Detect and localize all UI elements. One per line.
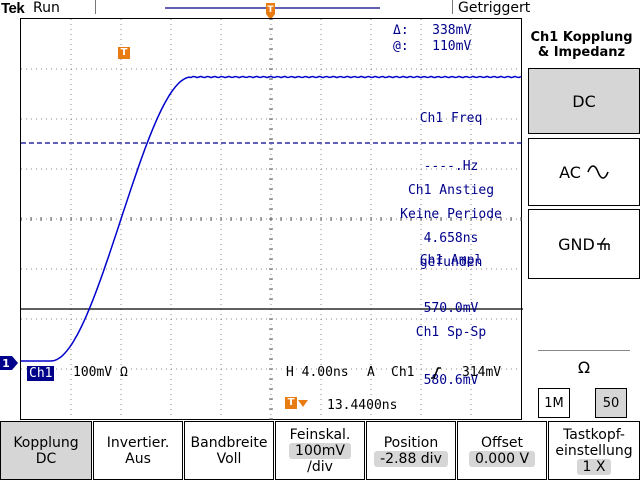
- measurement-freq: Ch1 Freq ----.Hz Keine Periode gefunden: [400, 111, 502, 270]
- arrow-down-icon: [298, 400, 308, 407]
- ch1-waveform: [21, 75, 522, 362]
- channel-scale: 100mV Ω: [73, 365, 128, 380]
- bottom-button-bandwidth[interactable]: Bandbreite Voll: [184, 421, 274, 480]
- bottom-button-offset[interactable]: Offset 0.000 V: [457, 421, 547, 480]
- impedance-label: Ω: [577, 358, 591, 377]
- trigger-source: Ch1: [391, 365, 415, 380]
- bottom-button-fine-scale[interactable]: Feinskal. 100mV /div: [275, 421, 365, 480]
- side-button-gnd[interactable]: GND: [528, 209, 640, 279]
- ch1-badge: Ch1: [27, 366, 55, 381]
- ground-icon: [596, 237, 610, 250]
- side-button-dc[interactable]: DC: [528, 68, 640, 134]
- measurement-rise-time: Ch1 Anstieg 4.658ns: [407, 183, 495, 246]
- waveform-display[interactable]: T Δ: 338mV @: 110mV Ch1 Freq ----.Hz Kei…: [20, 18, 539, 420]
- brand-logo: Tek: [1, 0, 25, 17]
- sine-wave-icon: [587, 165, 609, 179]
- trigger-level: 314mV: [462, 365, 502, 380]
- cursor-at-readout: @: 110mV: [393, 39, 472, 54]
- trigger-status: Getriggert: [458, 0, 531, 16]
- top-divider: [95, 0, 96, 14]
- horizontal-scale: H 4.00ns: [286, 365, 349, 380]
- trigger-mode: A: [367, 365, 375, 380]
- trigger-offset-icon: T: [285, 397, 297, 409]
- trigger-position: 13.4400ns: [327, 398, 398, 413]
- side-divider: [538, 350, 630, 351]
- svg-text:1: 1: [2, 357, 10, 370]
- bottom-button-coupling[interactable]: Kopplung DC: [0, 421, 92, 480]
- bottom-button-probe-setup[interactable]: Tastkopf- einstellung 1 X: [548, 421, 640, 480]
- graticule: [21, 19, 523, 420]
- impedance-1m-button[interactable]: 1M: [538, 388, 570, 418]
- impedance-50-button[interactable]: 50: [595, 388, 627, 418]
- acquisition-run-status: Run: [33, 0, 60, 16]
- side-button-ac[interactable]: AC: [528, 138, 640, 206]
- side-menu-title: Ch1 Kopplung & Impedanz: [530, 30, 633, 60]
- ch1-ground-marker-icon[interactable]: 1: [0, 356, 18, 370]
- svg-text:T: T: [267, 5, 274, 15]
- top-divider: [452, 0, 453, 14]
- rising-edge-icon: [431, 367, 441, 379]
- measurement-peak-to-peak: Ch1 Sp-Sp 580.6mV: [415, 325, 487, 388]
- measurement-amplitude: Ch1 Ampl 570.0mV: [419, 253, 483, 316]
- top-status-bar: Tek Run T Getriggert: [0, 0, 640, 18]
- bottom-button-position[interactable]: Position -2.88 div: [366, 421, 456, 480]
- trigger-position-icon: T: [118, 47, 130, 59]
- record-position-bar: T: [165, 3, 380, 18]
- bottom-button-invert[interactable]: Invertier. Aus: [93, 421, 183, 480]
- cursor-delta-readout: Δ: 338mV: [393, 23, 472, 38]
